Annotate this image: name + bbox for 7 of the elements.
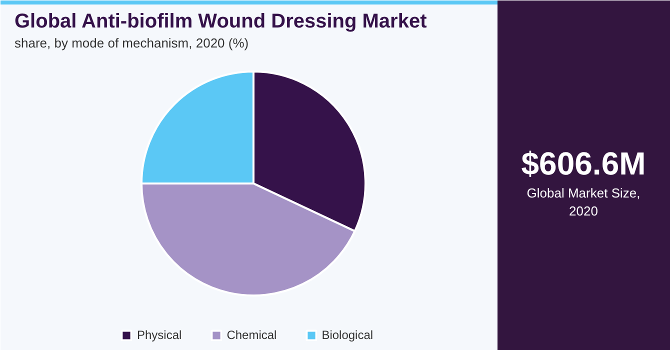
legend-label: Chemical [226,328,277,342]
legend-label: Biological [322,328,374,342]
chart-title: Global Anti-biofilm Wound Dressing Market [14,10,428,32]
legend-label: Physical [137,328,182,342]
text: $606.6M [521,146,646,182]
chart-subtitle: share, by mode of mechanism, 2020 (%) [14,36,249,50]
text: Global Market Size, 2020 [526,186,640,218]
